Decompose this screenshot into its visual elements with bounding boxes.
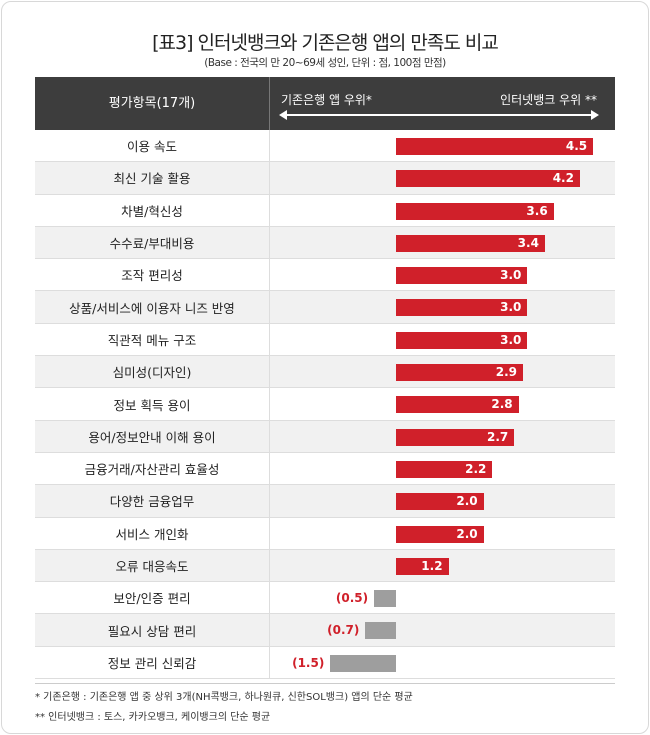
bar	[396, 234, 545, 252]
row-label: 정보 관리 신뢰감	[35, 646, 270, 679]
data-label: (0.7)	[327, 623, 360, 638]
bar	[396, 525, 484, 543]
table-row: 서비스 개인화 2.0	[35, 517, 615, 550]
data-label: 2.7	[487, 429, 509, 444]
table-body: 이용 속도 4.5 최신 기술 활용 4.2 차별/혁신성 3.6 수수료/부대비용 3.4 조…	[35, 130, 615, 680]
table-row: 오류 대응속도 1.2	[35, 549, 615, 583]
data-label: 2.8	[491, 397, 513, 412]
data-label: 4.2	[552, 171, 574, 186]
row-label: 정보 획득 용이	[35, 388, 270, 420]
row-label: 오류 대응속도	[35, 549, 270, 582]
bar	[396, 364, 524, 382]
row-label: 보안/인증 편리	[35, 582, 270, 614]
comparison-table: 평가항목(17개) 기존은행 앱 우위* 인터넷뱅크 우위 ** 이용 속도 4.…	[35, 77, 615, 680]
bar	[365, 622, 396, 640]
data-label: 4.5	[565, 139, 588, 153]
table-row: 이용 속도 4.5	[35, 130, 615, 163]
table-row: 정보 관리 신뢰감 (1.5)	[35, 646, 615, 680]
row-label: 직관적 메뉴 구조	[35, 323, 270, 356]
double-arrow-icon	[279, 110, 599, 120]
header-right-label: 인터넷뱅크 우위 **	[500, 93, 597, 107]
bar	[396, 202, 554, 220]
table-row: 금융거래/자산관리 효율성 2.2	[35, 452, 615, 486]
chart-subtitle: (Base : 전국의 만 20~69세 성인, 단위 : 점, 100점 만점…	[204, 57, 446, 69]
table-row: 다양한 금융업무 2.0	[35, 485, 615, 518]
row-label: 금융거래/자산관리 효율성	[35, 452, 270, 485]
row-label: 조작 편리성	[35, 259, 270, 291]
data-label: 3.0	[500, 268, 522, 283]
table-row: 차별/혁신성 3.6	[35, 194, 615, 227]
table-row: 최신 기술 활용 4.2	[35, 162, 615, 195]
bar	[396, 493, 484, 511]
row-label: 이용 속도	[35, 130, 270, 162]
table-row: 필요시 상담 편리 (0.7)	[35, 614, 615, 647]
bar	[374, 590, 396, 608]
table-row: 용어/정보안내 이해 용이 2.7	[35, 420, 615, 453]
table-row: 상품/서비스에 이용자 니즈 반영 3.0	[35, 291, 615, 324]
header-left-label: 기존은행 앱 우위*	[281, 93, 372, 107]
data-label: 3.0	[500, 300, 522, 315]
bar	[396, 170, 580, 188]
table-row: 직관적 메뉴 구조 3.0	[35, 323, 615, 357]
data-label: (0.5)	[335, 591, 369, 606]
table-row: 수수료/부대비용 3.4	[35, 226, 615, 260]
footnotes: * 기존은행 : 기존은행 앱 중 상위 3개(NH콕뱅크, 하나원큐, 신한S…	[35, 683, 615, 728]
footnote-1: * 기존은행 : 기존은행 앱 중 상위 3개(NH콕뱅크, 하나원큐, 신한S…	[35, 692, 413, 703]
bar	[330, 654, 396, 672]
row-label: 용어/정보안내 이해 용이	[35, 420, 270, 452]
data-label: 3.6	[526, 203, 548, 218]
bar	[396, 557, 449, 575]
data-label: 2.2	[465, 461, 487, 476]
footnote-2: ** 인터넷뱅크 : 토스, 카카오뱅크, 케이뱅크의 단순 평균	[35, 712, 271, 723]
bar	[396, 460, 493, 478]
bar	[396, 396, 519, 414]
row-label: 상품/서비스에 이용자 니즈 반영	[35, 291, 270, 323]
row-label: 서비스 개인화	[35, 517, 270, 549]
bar	[396, 267, 528, 285]
table-row: 조작 편리성 3.0	[35, 259, 615, 292]
row-label: 수수료/부대비용	[35, 226, 270, 259]
row-label: 차별/혁신성	[35, 194, 270, 226]
bar	[396, 331, 528, 349]
header-category: 평가항목(17개)	[35, 77, 270, 130]
row-label: 다양한 금융업무	[35, 485, 270, 517]
row-label: 심미성(디자인)	[35, 356, 270, 388]
data-label: 2.0	[456, 494, 478, 509]
data-label: 2.0	[456, 526, 478, 541]
data-label: 2.9	[495, 365, 518, 380]
bar	[396, 428, 515, 446]
table-row: 보안/인증 편리 (0.5)	[35, 582, 615, 615]
data-label: 1.2	[421, 558, 443, 573]
table-row: 정보 획득 용이 2.8	[35, 388, 615, 421]
table-row: 심미성(디자인) 2.9	[35, 356, 615, 389]
data-label: 3.0	[500, 332, 522, 347]
data-label: (1.5)	[292, 655, 325, 670]
bar	[396, 138, 594, 155]
bar	[396, 299, 528, 317]
table-header: 평가항목(17개) 기존은행 앱 우위* 인터넷뱅크 우위 **	[35, 77, 615, 130]
row-label: 필요시 상담 편리	[35, 614, 270, 646]
data-label: 3.4	[517, 235, 539, 250]
chart-title: [표3] 인터넷뱅크와 기존은행 앱의 만족도 비교	[152, 32, 499, 54]
row-label: 최신 기술 활용	[35, 162, 270, 194]
